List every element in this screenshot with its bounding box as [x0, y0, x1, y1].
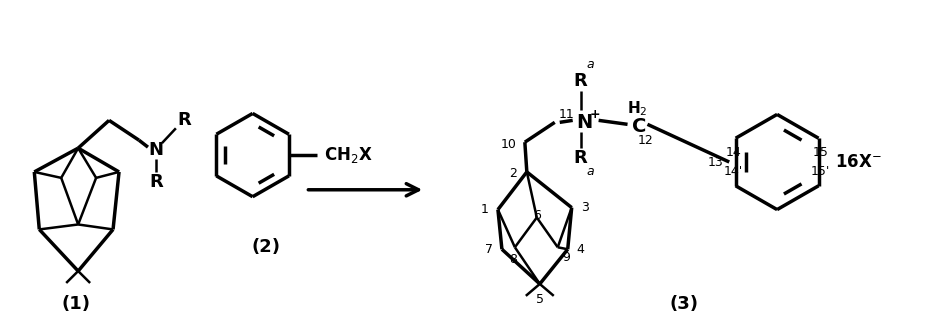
Text: 7: 7 [485, 243, 493, 256]
Text: 4: 4 [577, 243, 584, 256]
Text: R: R [149, 173, 163, 191]
Text: R: R [574, 72, 587, 90]
Text: 15': 15' [811, 165, 830, 178]
Text: 6: 6 [533, 209, 541, 222]
Text: R: R [574, 149, 587, 167]
Text: 9: 9 [562, 251, 569, 264]
Text: 14: 14 [726, 146, 742, 158]
Text: 16X$^{-}$: 16X$^{-}$ [835, 153, 882, 171]
Text: a: a [587, 58, 595, 71]
Text: 15: 15 [813, 146, 828, 158]
Text: 11: 11 [559, 108, 575, 121]
Text: (2): (2) [251, 238, 280, 256]
Text: (1): (1) [62, 295, 90, 313]
Text: H$_2$: H$_2$ [628, 99, 647, 118]
Text: (3): (3) [670, 295, 699, 313]
Text: N: N [149, 141, 164, 159]
Text: 13: 13 [708, 156, 723, 169]
Text: 8: 8 [509, 253, 517, 266]
Text: a: a [587, 165, 595, 178]
Text: 5: 5 [535, 293, 544, 306]
Text: +: + [589, 108, 600, 121]
Text: 14': 14' [724, 165, 743, 178]
Text: R: R [177, 111, 191, 129]
Text: C: C [632, 117, 646, 136]
Text: 3: 3 [581, 201, 589, 214]
Text: CH$_2$X: CH$_2$X [324, 145, 373, 165]
Text: 10: 10 [501, 138, 517, 151]
Text: 12: 12 [638, 134, 653, 147]
Text: 2: 2 [509, 168, 517, 180]
Text: N: N [577, 113, 593, 132]
Text: 1: 1 [481, 203, 489, 216]
